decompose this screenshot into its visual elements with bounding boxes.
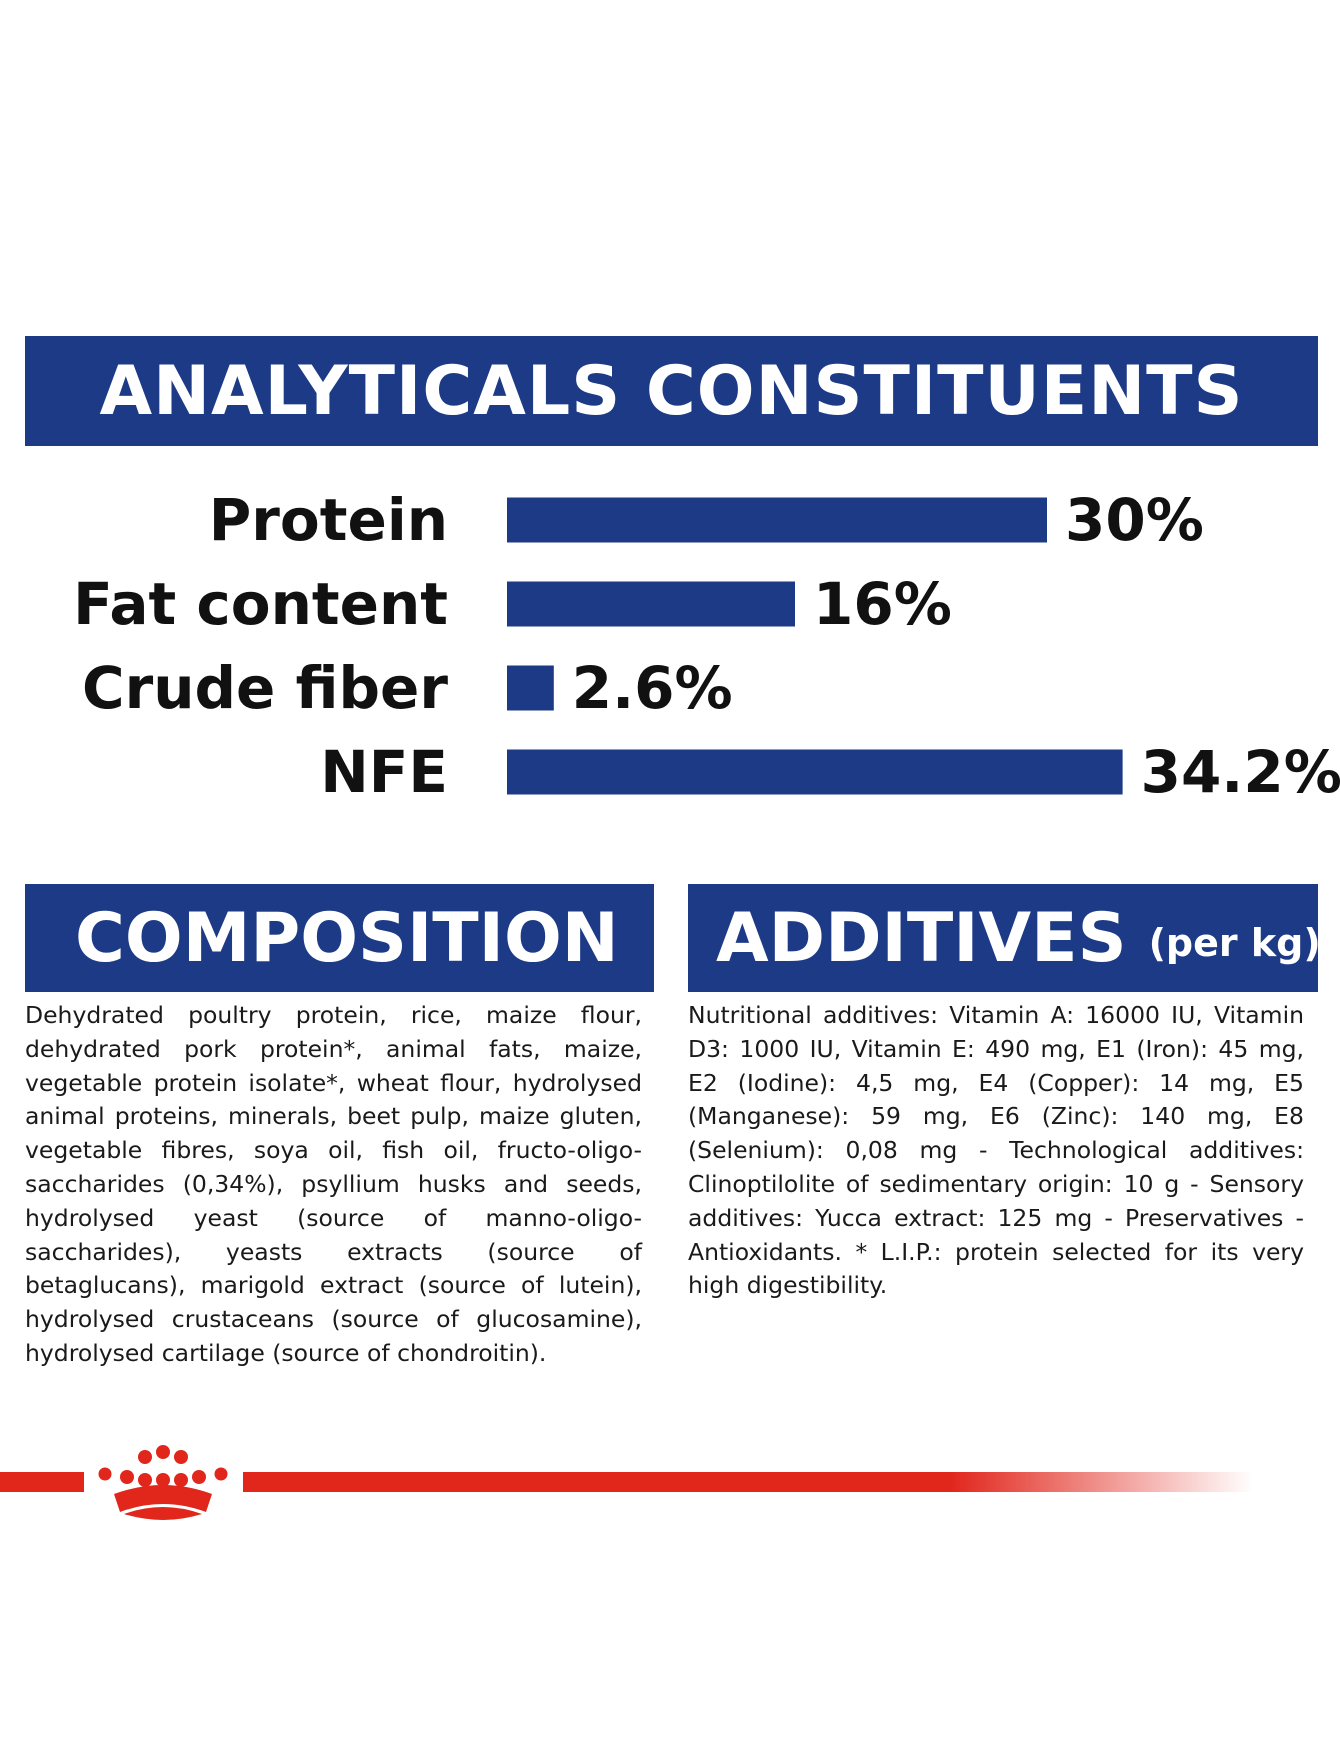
analytical-constituents-header: ANALYTICALS CONSTITUENTS <box>25 336 1318 446</box>
bar <box>507 497 1047 543</box>
composition-text: Dehydrated poultry protein, rice, maize … <box>25 1001 642 1367</box>
category-label: Crude fiber <box>82 654 448 722</box>
bar <box>507 665 554 711</box>
value-label: 30% <box>1065 486 1204 554</box>
composition-header: COMPOSITION <box>25 884 654 992</box>
category-label: Protein <box>209 486 448 554</box>
analytical-constituents-title: ANALYTICALS CONSTITUENTS <box>99 351 1244 431</box>
crown-icon <box>98 1445 228 1520</box>
additives-title: ADDITIVES <box>716 898 1127 978</box>
bar <box>507 581 795 627</box>
value-label: 2.6% <box>572 654 733 722</box>
footer-line-right <box>243 1472 1253 1492</box>
category-label: NFE <box>320 738 448 806</box>
bar <box>507 749 1123 795</box>
category-label: Fat content <box>73 570 448 638</box>
composition-title: COMPOSITION <box>75 898 619 978</box>
value-label: 16% <box>813 570 952 638</box>
additives-subtitle: (per kg) <box>1148 921 1321 965</box>
footer-line-left <box>0 1472 84 1492</box>
value-label: 34.2% <box>1141 738 1340 806</box>
additives-text: Nutritional additives: Vitamin A: 16000 … <box>688 1001 1304 1300</box>
analytical-constituents-chart: Protein 30% Fat content 16% Crude fiber 2.6% N… <box>73 486 1340 806</box>
additives-header: ADDITIVES (per kg) <box>688 884 1321 992</box>
